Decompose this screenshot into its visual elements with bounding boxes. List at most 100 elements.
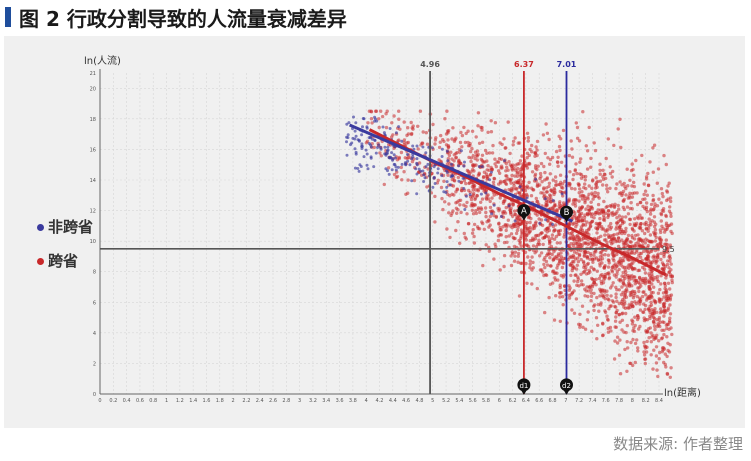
data-point-noncross: [432, 165, 436, 169]
data-point-cross: [596, 323, 600, 327]
data-point-cross: [485, 168, 489, 172]
data-point-cross: [660, 328, 664, 332]
data-point-cross: [584, 268, 588, 272]
data-point-cross: [632, 222, 637, 226]
data-point-cross: [647, 336, 651, 340]
data-point-cross: [610, 175, 614, 179]
data-point-cross: [499, 166, 503, 170]
data-point-cross: [508, 163, 512, 167]
data-point-cross: [597, 276, 602, 281]
data-point-cross: [620, 231, 624, 236]
data-point-cross: [583, 223, 588, 227]
data-point-cross: [367, 109, 372, 113]
data-point-cross: [620, 215, 625, 219]
data-point-cross: [605, 227, 610, 232]
data-point-cross: [535, 233, 539, 238]
data-point-cross: [578, 187, 582, 191]
data-point-cross: [589, 299, 593, 303]
data-point-cross: [610, 284, 614, 288]
data-point-cross: [509, 232, 514, 236]
data-point-cross: [515, 170, 520, 174]
legend-dot-cross: [37, 258, 44, 265]
data-point-cross: [528, 262, 532, 266]
data-point-cross: [605, 314, 609, 318]
data-point-cross: [638, 302, 642, 306]
annotation-marker: d2: [559, 378, 573, 395]
data-point-cross: [654, 231, 658, 235]
data-point-cross: [618, 320, 622, 324]
data-point-cross: [516, 162, 520, 166]
data-point-cross: [606, 326, 610, 331]
data-point-cross: [666, 250, 670, 254]
data-point-cross: [657, 197, 661, 201]
data-point-cross: [509, 177, 513, 181]
data-point-cross: [588, 225, 593, 229]
data-point-cross: [652, 324, 657, 328]
data-point-cross: [650, 312, 654, 316]
data-point-cross: [637, 276, 642, 280]
data-point-cross: [511, 203, 515, 207]
data-point-cross: [410, 159, 415, 164]
data-point-cross: [640, 216, 644, 220]
data-point-cross: [485, 194, 489, 198]
data-point-cross: [451, 184, 456, 188]
data-point-noncross: [396, 165, 400, 169]
y-tick-label: 8: [93, 270, 96, 276]
data-point-cross: [535, 148, 539, 152]
x-tick-label: 8.2: [642, 398, 650, 404]
data-point-cross: [596, 208, 600, 212]
data-point-cross: [442, 179, 446, 183]
data-point-cross: [556, 252, 561, 256]
data-point-cross: [443, 200, 447, 204]
data-point-cross: [480, 159, 484, 163]
data-point-cross: [593, 148, 598, 153]
data-point-cross: [596, 302, 600, 307]
y-tick-label: 2: [93, 361, 96, 367]
data-point-cross: [624, 215, 628, 219]
data-point-cross: [514, 187, 519, 191]
data-point-cross: [384, 125, 389, 130]
data-point-cross: [462, 125, 466, 130]
data-point-cross: [592, 141, 596, 145]
data-point-noncross: [431, 185, 435, 189]
data-point-noncross: [488, 178, 492, 182]
x-tick-label: 4.2: [376, 398, 384, 404]
data-point-cross: [437, 145, 442, 150]
data-point-cross: [579, 257, 583, 262]
figure-title: 图 2 行政分割导致的人流量衰减差异: [19, 7, 347, 31]
data-point-cross: [644, 350, 649, 354]
data-point-cross: [615, 239, 620, 243]
data-point-cross: [658, 350, 662, 355]
data-point-cross: [516, 221, 520, 225]
data-point-cross: [587, 285, 591, 289]
data-point-cross: [658, 235, 662, 240]
data-point-cross: [578, 325, 582, 329]
data-point-cross: [598, 221, 602, 226]
data-point-cross: [462, 179, 467, 183]
data-point-cross: [549, 188, 553, 193]
data-point-noncross: [356, 167, 360, 170]
data-point-cross: [553, 190, 557, 195]
data-point-cross: [668, 259, 672, 263]
data-point-cross: [366, 121, 370, 125]
data-point-cross: [662, 249, 666, 254]
data-point-cross: [650, 240, 654, 244]
data-point-cross: [498, 196, 502, 200]
data-point-noncross: [360, 133, 364, 137]
data-point-cross: [416, 124, 420, 128]
data-point-cross: [537, 238, 541, 242]
data-point-cross: [611, 281, 615, 285]
y-tick-label: 14: [90, 178, 96, 184]
data-point-cross: [621, 259, 626, 263]
data-point-cross: [530, 255, 534, 259]
data-point-cross: [620, 299, 624, 304]
data-point-cross: [496, 238, 501, 243]
data-point-cross: [491, 143, 495, 148]
data-point-noncross: [424, 165, 428, 169]
data-point-cross: [458, 140, 463, 145]
x-tick-label: 5.2: [442, 398, 450, 404]
data-point-cross: [485, 151, 489, 155]
data-point-noncross: [354, 134, 358, 138]
data-point-cross: [668, 287, 672, 291]
data-point-noncross: [360, 147, 364, 150]
